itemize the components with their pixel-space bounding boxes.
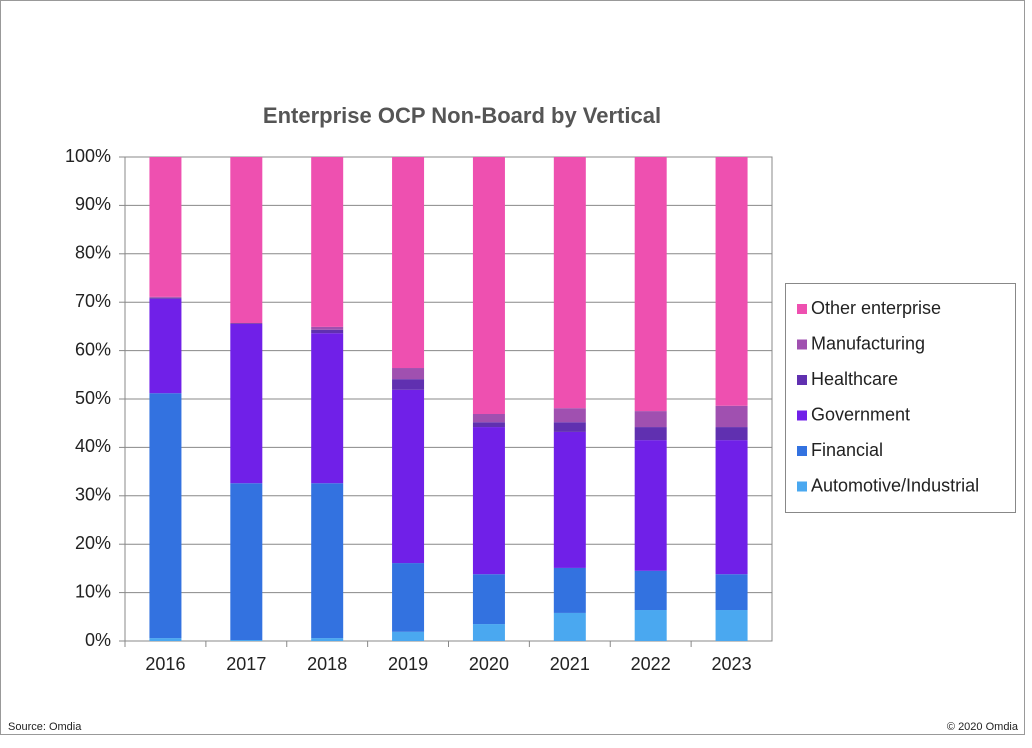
bar-segment [311,157,343,327]
bar-segment [473,422,505,427]
legend-label: Financial [811,440,883,460]
legend-swatch [797,340,807,350]
x-tick-label: 2018 [307,654,347,674]
bar-segment [635,427,667,440]
legend-label: Manufacturing [811,333,925,353]
bar-segment [716,610,748,641]
y-tick-label: 70% [75,291,111,311]
bar-segment [311,333,343,483]
y-tick-label: 20% [75,533,111,553]
bar-segment [473,574,505,624]
x-tick-label: 2023 [712,654,752,674]
bar-segment [716,406,748,427]
bar-segment [311,483,343,638]
bar-segment [473,624,505,641]
bar-segment [149,299,181,393]
legend-swatch [797,375,807,385]
bar-segment [473,414,505,422]
bar-segment [149,638,181,641]
bar-segment [635,411,667,427]
y-tick-label: 90% [75,194,111,214]
x-tick-label: 2021 [550,654,590,674]
source: Source: Omdia [8,721,82,733]
bar-segment [554,422,586,432]
bar-segment [473,427,505,574]
bar-segment [554,408,586,422]
bar-segment [392,390,424,563]
bar-segment [635,571,667,610]
bar-segment [149,157,181,297]
bar-segment [149,393,181,638]
y-tick-label: 0% [85,630,111,650]
bar-segment [230,640,262,641]
bar-segment [311,638,343,641]
bar-segment [230,157,262,323]
legend-label: Automotive/Industrial [811,475,979,495]
bar-segment [716,440,748,574]
y-tick-label: 40% [75,436,111,456]
bar-segment [716,157,748,406]
bar-segment [635,440,667,571]
bar-segment [311,327,343,330]
bar-segment [554,613,586,641]
legend-label: Healthcare [811,369,898,389]
bar-segment [149,298,181,299]
legend-swatch [797,304,807,314]
chart-title: Enterprise OCP Non-Board by Vertical [263,103,661,128]
x-tick-label: 2019 [388,654,428,674]
bar-segment [230,483,262,640]
bar-segment [392,368,424,379]
y-tick-label: 100% [65,146,111,166]
bar-segment [635,610,667,641]
y-tick-label: 80% [75,243,111,263]
y-tick-label: 10% [75,581,111,601]
bar-segment [311,330,343,333]
bar-segment [230,324,262,483]
bar-segment [392,157,424,368]
y-tick-label: 50% [75,388,111,408]
bar-segment [149,297,181,298]
bar-segment [554,157,586,408]
legend-swatch [797,482,807,492]
bar-segment [554,432,586,568]
legend-swatch [797,411,807,421]
bar-segment [392,563,424,632]
bar-segment [716,427,748,440]
x-tick-label: 2022 [631,654,671,674]
bar-segment [716,574,748,610]
legend-swatch [797,446,807,456]
legend-label: Government [811,404,910,424]
bar-segment [392,632,424,641]
bar-segment [392,379,424,390]
x-tick-label: 2017 [226,654,266,674]
x-tick-label: 2016 [145,654,185,674]
y-tick-label: 30% [75,485,111,505]
y-tick-label: 60% [75,339,111,359]
bar-segment [554,568,586,613]
legend-label: Other enterprise [811,298,941,318]
bar-segment [473,157,505,414]
bar-segment [635,157,667,411]
x-tick-label: 2020 [469,654,509,674]
copyright: © 2020 Omdia [947,721,1019,733]
